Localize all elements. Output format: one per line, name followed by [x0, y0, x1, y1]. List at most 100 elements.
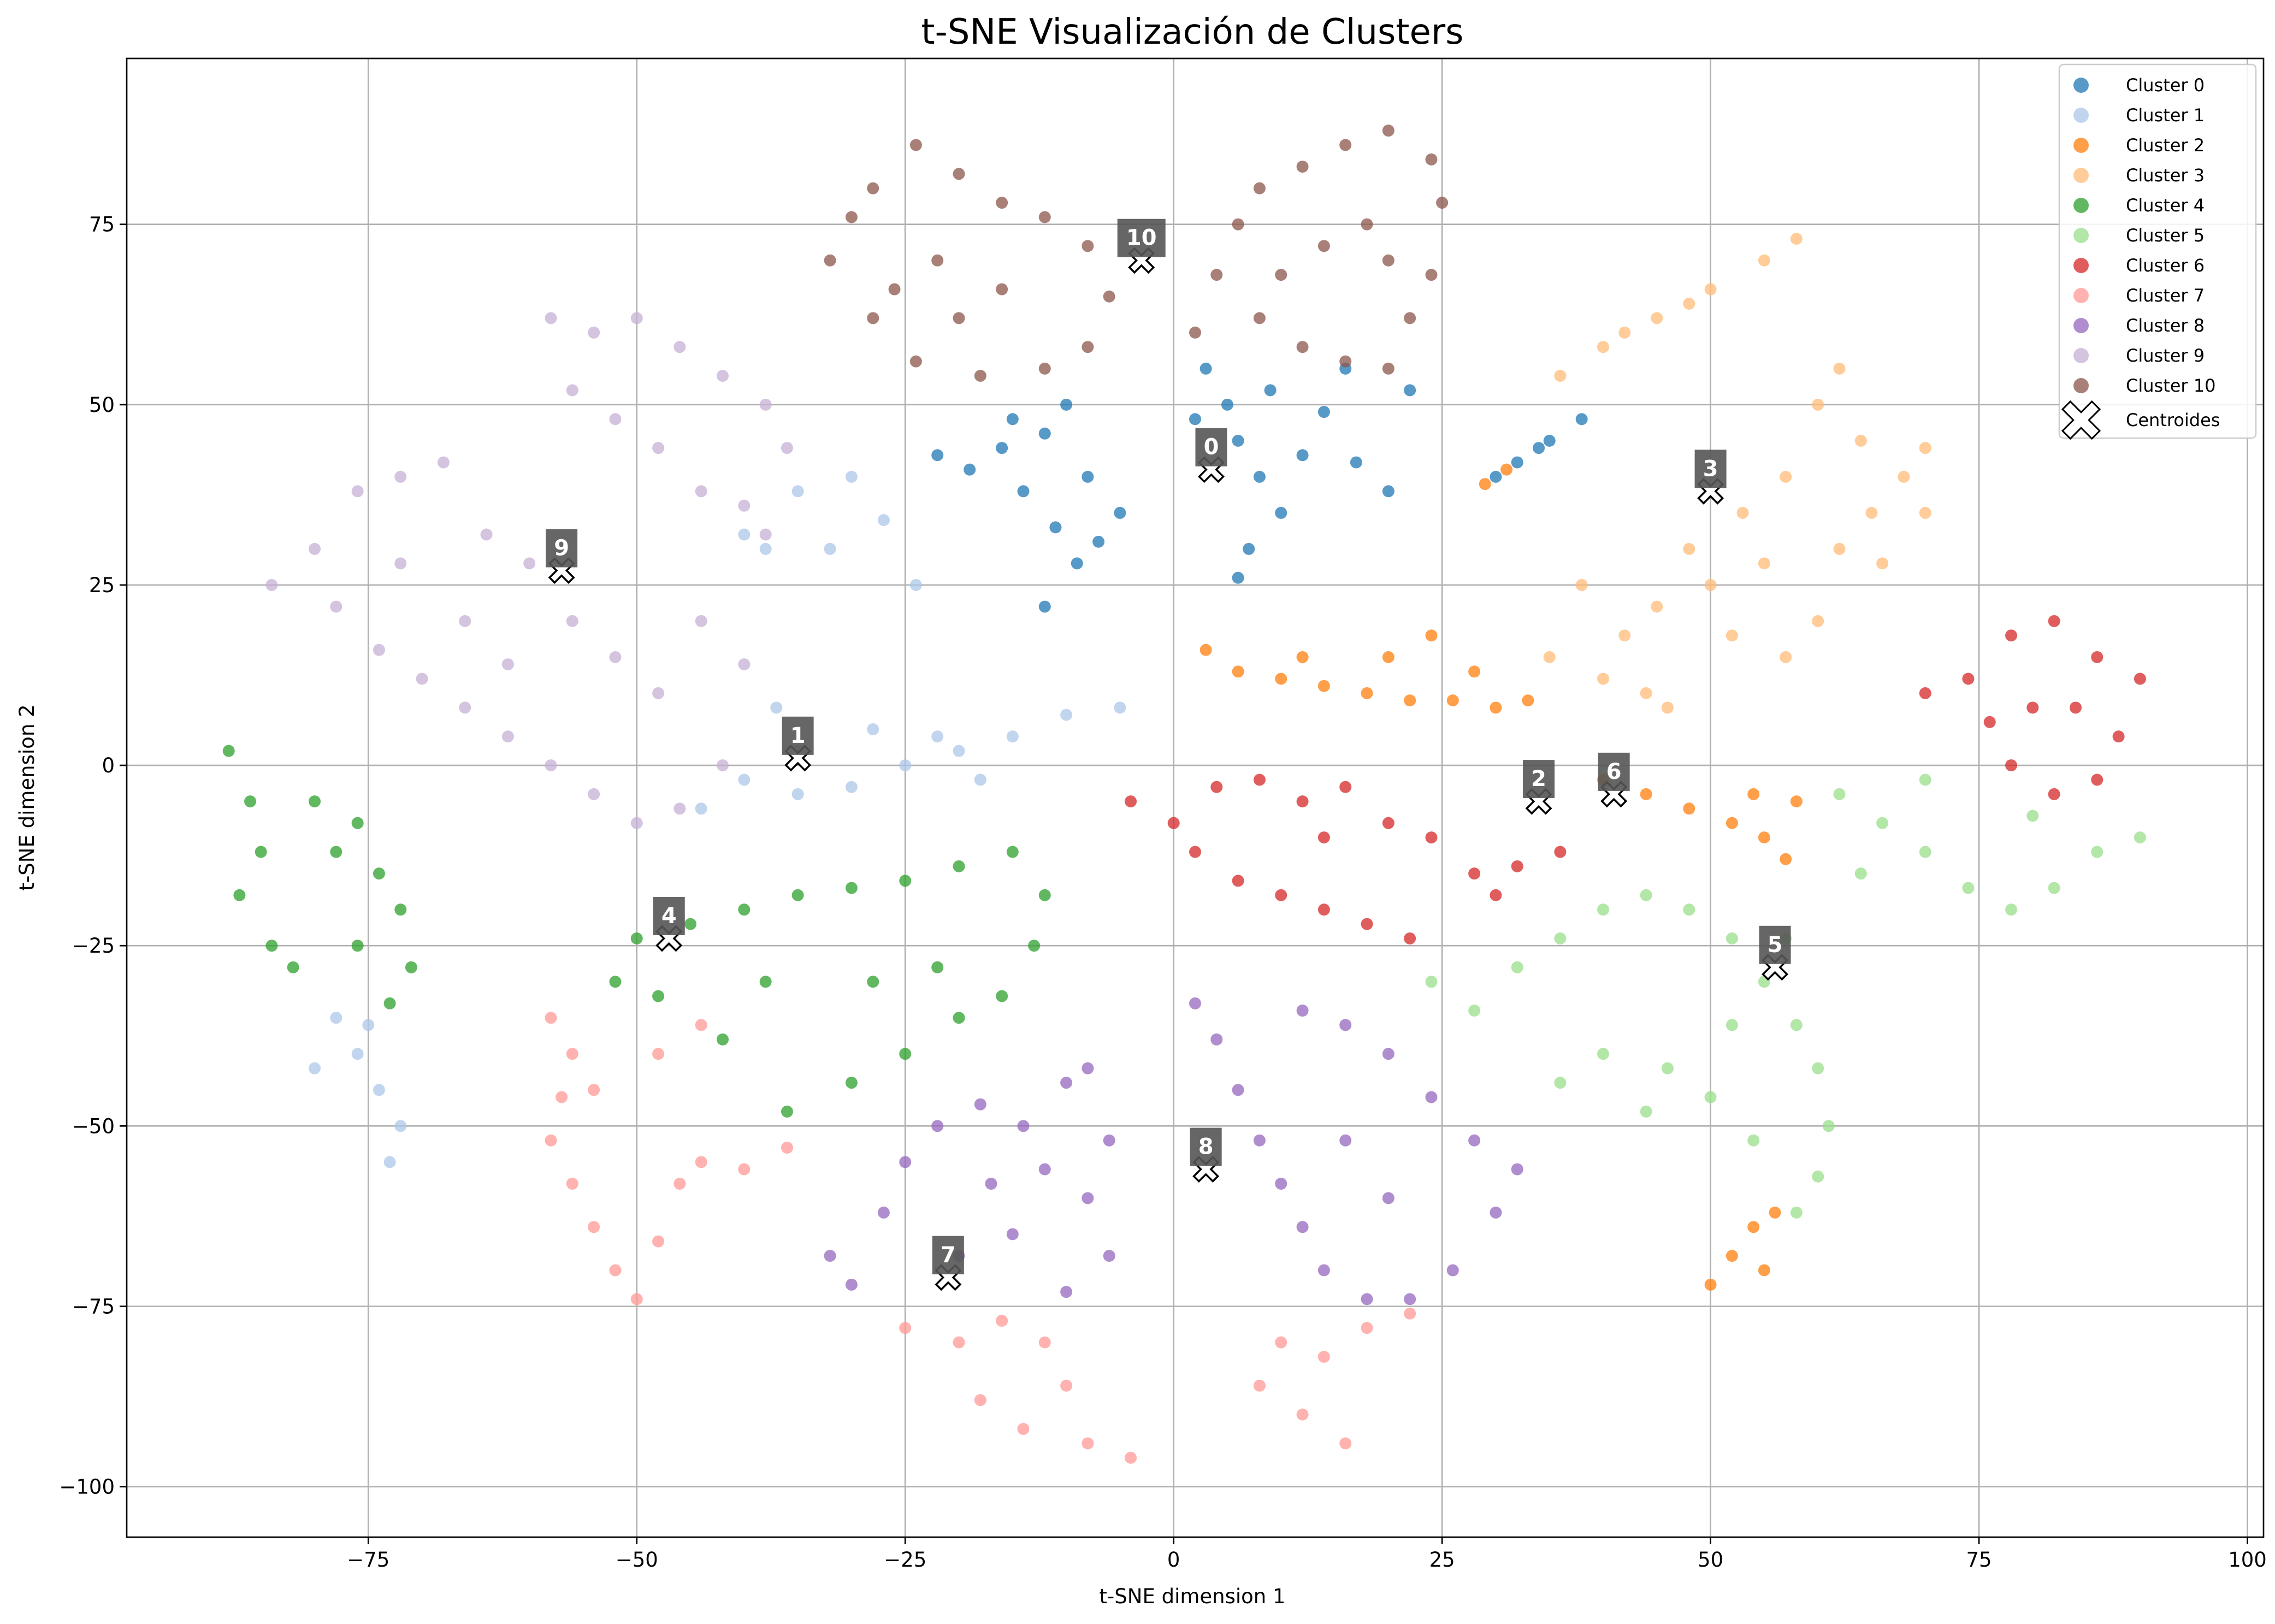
data-point	[609, 651, 622, 664]
data-point	[1038, 889, 1051, 901]
data-point	[1049, 521, 1062, 534]
data-point	[1199, 643, 1212, 656]
centroid-label: 9	[554, 536, 569, 561]
data-point	[1114, 701, 1126, 714]
data-point	[1854, 867, 1867, 880]
cluster-4-points	[222, 745, 1051, 1118]
legend-marker	[2073, 78, 2089, 93]
legend-label: Cluster 2	[2126, 135, 2205, 156]
data-point	[1382, 1048, 1394, 1060]
centroid-label-box	[1523, 760, 1555, 799]
data-point	[1543, 434, 1556, 447]
data-point	[416, 672, 428, 685]
data-point	[1822, 1120, 1835, 1132]
data-point	[867, 976, 879, 988]
data-point	[1876, 557, 1889, 570]
data-point	[1425, 831, 1438, 844]
data-point	[501, 658, 514, 671]
data-point	[738, 903, 751, 916]
data-point	[1253, 773, 1266, 786]
data-point	[1640, 1105, 1652, 1118]
centroid-label: 7	[941, 1243, 956, 1268]
data-point	[1554, 370, 1567, 382]
data-point	[1833, 362, 1846, 375]
data-point	[566, 384, 578, 397]
data-point	[233, 889, 246, 901]
data-point	[791, 485, 804, 498]
data-point	[974, 370, 986, 382]
legend-marker	[2073, 378, 2089, 393]
centroid-label-box	[546, 529, 578, 568]
data-point	[1339, 1437, 1352, 1450]
centroid-0: 0	[1195, 428, 1227, 483]
data-point	[2048, 882, 2060, 894]
data-point	[1189, 413, 1201, 426]
legend-marker	[2073, 198, 2089, 213]
data-point	[588, 1084, 600, 1096]
data-point	[867, 723, 879, 736]
data-point	[1812, 1062, 1824, 1074]
data-point	[1082, 240, 1094, 252]
data-point	[781, 1141, 793, 1154]
data-point	[1167, 817, 1180, 829]
data-point	[1511, 1163, 1523, 1176]
data-point	[1232, 875, 1244, 887]
data-point	[1339, 781, 1352, 793]
centroid-label-box	[1759, 925, 1791, 964]
data-point	[1382, 817, 1394, 829]
data-point	[717, 370, 729, 382]
legend-label: Cluster 8	[2126, 315, 2205, 336]
legend-label: Cluster 4	[2126, 195, 2205, 216]
data-point	[1683, 903, 1695, 916]
centroid-label: 5	[1768, 932, 1783, 958]
centroid-9: 9	[546, 529, 578, 584]
data-point	[964, 463, 976, 476]
data-point	[1425, 153, 1438, 166]
centroid-label-box	[932, 1236, 964, 1274]
data-point	[759, 976, 772, 988]
data-point	[1919, 506, 1931, 519]
data-point	[953, 860, 965, 872]
data-point	[501, 730, 514, 743]
data-point	[1790, 1019, 1803, 1031]
data-point	[1232, 434, 1244, 447]
data-point	[1726, 629, 1738, 642]
data-point	[1006, 846, 1019, 858]
data-point	[867, 312, 879, 324]
data-point	[1780, 853, 1792, 865]
data-point	[1382, 651, 1394, 664]
data-point	[1812, 398, 1824, 411]
centroid-2: 2	[1523, 760, 1555, 815]
data-point	[1350, 456, 1362, 469]
data-point	[1726, 817, 1738, 829]
x-tick-label: 100	[2228, 1548, 2267, 1572]
data-point	[877, 514, 890, 527]
data-point	[1468, 1005, 1481, 1017]
legend-label: Cluster 9	[2126, 345, 2205, 366]
data-point	[1597, 341, 1610, 353]
data-point	[630, 817, 643, 829]
data-point	[1082, 1062, 1094, 1074]
cluster-6-points	[1125, 615, 2146, 944]
data-point	[330, 1012, 342, 1024]
data-point	[845, 1077, 858, 1089]
data-point	[899, 1156, 912, 1168]
centroid-5: 5	[1759, 925, 1791, 981]
data-point	[545, 759, 557, 772]
data-point	[330, 600, 342, 613]
y-tick-label: −75	[72, 1295, 115, 1318]
data-point	[1479, 478, 1491, 491]
data-point	[394, 557, 407, 570]
data-point	[953, 745, 965, 757]
data-point	[759, 398, 772, 411]
data-point	[1253, 1379, 1266, 1392]
data-point	[1758, 831, 1770, 844]
data-point	[1575, 413, 1588, 426]
data-point	[974, 1098, 986, 1111]
data-point	[1296, 1408, 1309, 1421]
data-point	[1296, 795, 1309, 808]
data-point	[1189, 326, 1201, 339]
data-point	[1436, 197, 1449, 209]
data-point	[1780, 470, 1792, 483]
data-point	[652, 1235, 665, 1248]
